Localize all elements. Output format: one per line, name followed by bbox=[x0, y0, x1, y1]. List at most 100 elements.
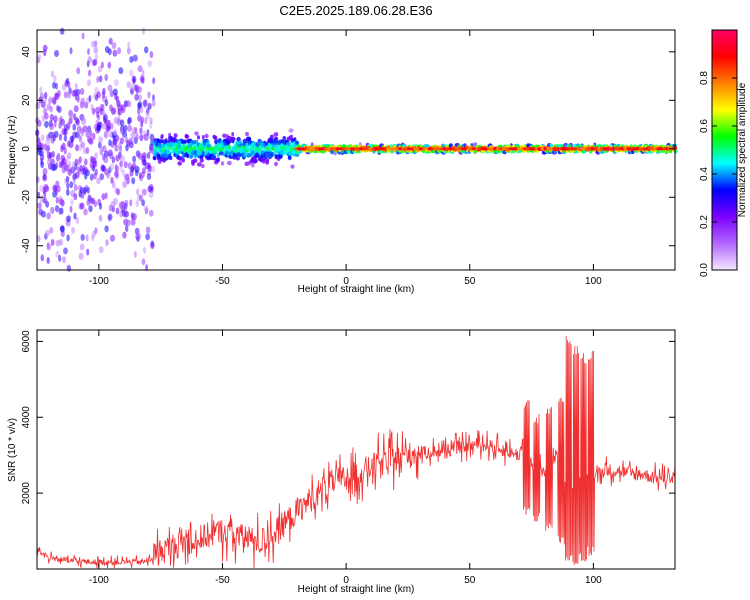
spectrogram-cell bbox=[214, 148, 219, 154]
spectrogram-cell bbox=[49, 123, 54, 130]
spectrogram-cell bbox=[184, 133, 188, 139]
spectrogram-cell bbox=[125, 225, 129, 232]
spectrogram-cell bbox=[122, 155, 126, 163]
spectrogram-cell bbox=[206, 140, 210, 145]
x-tick-label: 50 bbox=[464, 575, 476, 586]
spectrogram-cell bbox=[149, 186, 154, 193]
spectrogram-x-axis-label: Height of straight line (km) bbox=[298, 284, 415, 295]
spectrogram-cell bbox=[235, 156, 240, 161]
spectrogram-cell bbox=[129, 69, 134, 77]
spectrogram-cell bbox=[119, 137, 125, 145]
snr-y-axis-label: SNR (10 * v/v) bbox=[7, 418, 18, 482]
spectrogram-cell bbox=[84, 101, 89, 109]
spectrogram-cell bbox=[143, 246, 147, 254]
spectrogram-cell bbox=[88, 95, 92, 102]
spectrogram-cell bbox=[236, 136, 241, 142]
spectrogram-cell bbox=[63, 247, 68, 255]
spectrogram-cell bbox=[75, 144, 80, 152]
spectrogram-cell bbox=[58, 133, 63, 141]
colorbar-tick-label: 0.8 bbox=[699, 71, 710, 85]
spectrogram-cell bbox=[79, 88, 85, 95]
spectrogram-cell bbox=[74, 131, 80, 139]
spectrogram-cell bbox=[119, 160, 123, 168]
spectrogram-cell bbox=[77, 67, 81, 75]
spectrogram-cell bbox=[282, 136, 286, 141]
spectrogram-cell bbox=[145, 264, 149, 272]
spectrogram-cell bbox=[76, 96, 80, 104]
spectrogram-cell bbox=[36, 235, 41, 243]
spectrogram-cell bbox=[310, 142, 314, 147]
spectrogram-cell bbox=[116, 188, 121, 196]
spectrogram-cell bbox=[137, 114, 142, 122]
spectrogram-cell bbox=[139, 194, 143, 202]
spectrogram-cell bbox=[75, 217, 80, 224]
spectrogram-cell bbox=[146, 112, 150, 120]
spectrogram-cell bbox=[66, 264, 72, 272]
spectrogram-cell bbox=[118, 108, 122, 116]
spectrogram-cell bbox=[99, 173, 105, 181]
spectrogram-cell bbox=[53, 120, 57, 128]
spectrogram-cell bbox=[631, 149, 635, 154]
spectrogram-panel: -100 -50 0 50 100 -40 -20 0 20 40 Height of stra… bbox=[7, 27, 678, 295]
spectrogram-cell bbox=[42, 168, 48, 175]
spectrogram-cell bbox=[98, 136, 103, 144]
spectrogram-cell bbox=[123, 124, 128, 132]
spectrogram-cell bbox=[86, 248, 90, 256]
spectrogram-cell bbox=[78, 252, 84, 260]
spectrogram-cell bbox=[126, 177, 130, 185]
spectrogram-cell bbox=[44, 112, 49, 120]
spectrogram-cell bbox=[88, 137, 94, 145]
spectrogram-cell bbox=[122, 169, 126, 177]
spectrogram-cell bbox=[131, 177, 136, 185]
spectrogram-cell bbox=[134, 93, 140, 101]
spectrogram-cell bbox=[75, 118, 80, 126]
colorbar-tick-label: 0.2 bbox=[699, 215, 710, 229]
spectrogram-cell bbox=[148, 209, 154, 217]
spectrogram-cell bbox=[122, 130, 128, 138]
spectrogram-cell bbox=[147, 102, 152, 110]
spectrogram-cell bbox=[181, 158, 185, 163]
x-tick-label: 0 bbox=[343, 276, 349, 287]
spectrogram-cell bbox=[134, 250, 137, 258]
spectrogram-cell bbox=[104, 131, 109, 139]
spectrogram-cell bbox=[62, 256, 66, 264]
spectrogram-cell bbox=[95, 106, 101, 114]
spectrogram-cell bbox=[57, 153, 61, 161]
spectrogram-cell bbox=[113, 79, 119, 87]
spectrogram-cell bbox=[136, 86, 142, 94]
spectrogram-cell bbox=[45, 229, 50, 237]
snr-y-ticks: 2000 4000 6000 bbox=[21, 330, 675, 504]
spectrogram-cell bbox=[37, 202, 42, 210]
spectrogram-cell bbox=[69, 181, 74, 189]
spectrogram-cell bbox=[40, 134, 45, 142]
spectrogram-cell bbox=[72, 161, 76, 169]
spectrogram-cell bbox=[145, 233, 150, 241]
spectrogram-cell bbox=[92, 157, 97, 165]
spectrogram-cell bbox=[227, 135, 231, 141]
spectrogram-cell bbox=[126, 81, 131, 89]
spectrogram-cell bbox=[141, 188, 147, 196]
spectrogram-cell bbox=[55, 162, 59, 169]
spectrogram-cell bbox=[63, 91, 69, 99]
x-tick-label: -50 bbox=[215, 575, 230, 586]
spectrogram-cell bbox=[139, 134, 144, 142]
figure-title: C2E5.2025.189.06.28.E36 bbox=[279, 3, 432, 18]
spectrogram-cell bbox=[123, 161, 128, 169]
spectrogram-cell bbox=[102, 145, 107, 153]
spectrogram-cell bbox=[39, 142, 44, 150]
spectrogram-cell bbox=[75, 88, 81, 96]
spectrogram-cell bbox=[94, 152, 98, 160]
spectrogram-cell bbox=[151, 165, 156, 173]
spectrogram-cell bbox=[137, 232, 141, 240]
spectrogram-cell bbox=[199, 158, 204, 163]
spectrogram-cell bbox=[146, 173, 152, 180]
spectrogram-cell bbox=[147, 60, 152, 68]
spectrogram-cell bbox=[79, 243, 85, 251]
spectrogram-cell bbox=[67, 152, 72, 160]
spectrogram-cell bbox=[96, 113, 101, 121]
spectrogram-cell bbox=[69, 205, 73, 213]
spectrogram-cell bbox=[55, 250, 60, 258]
spectrogram-cell bbox=[59, 238, 63, 246]
spectrogram-cell bbox=[549, 143, 553, 148]
spectrogram-cell bbox=[44, 185, 50, 193]
